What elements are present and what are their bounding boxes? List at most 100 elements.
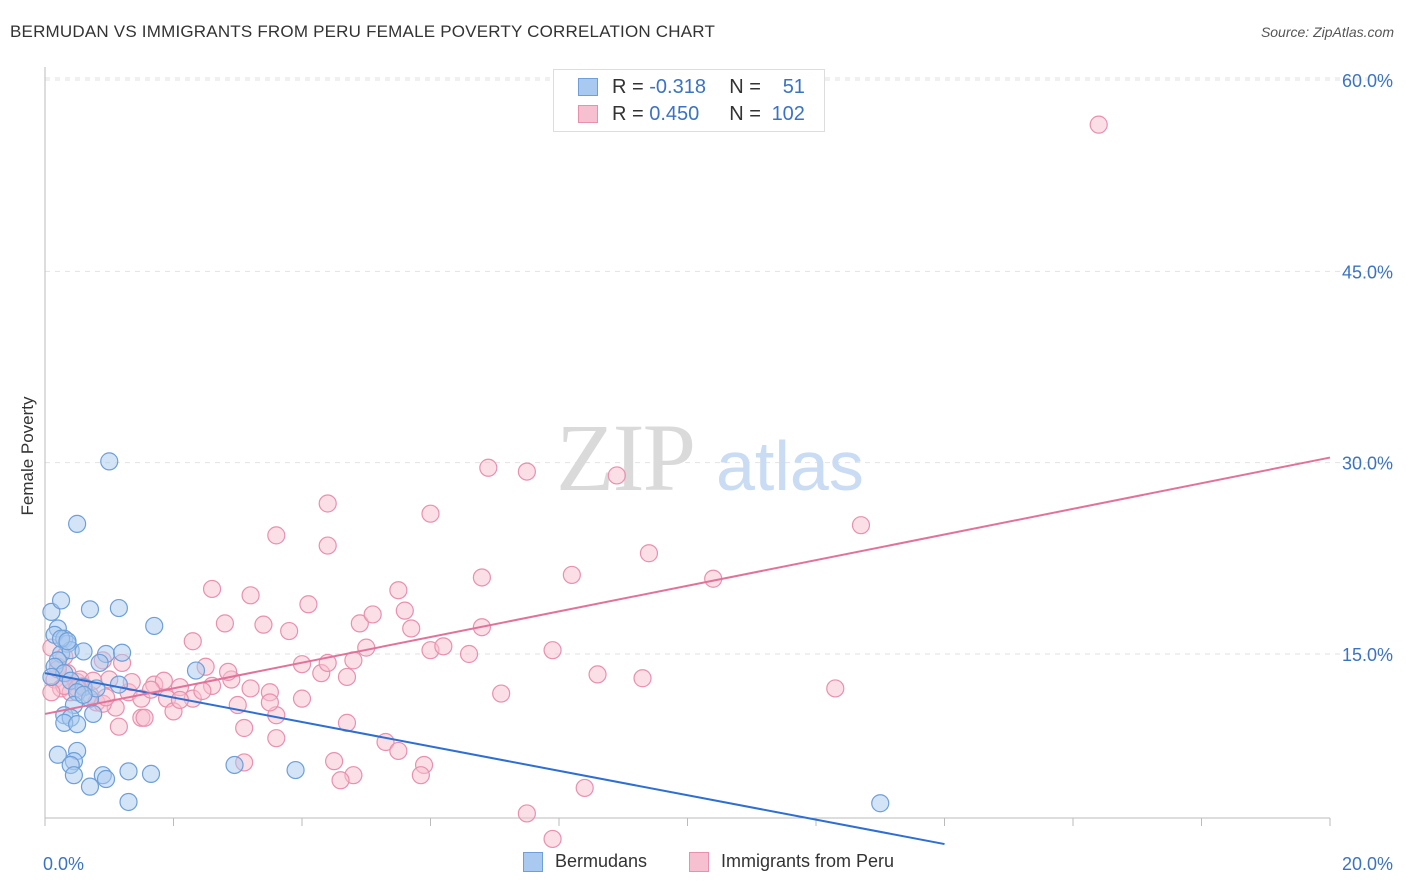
- bermudans-point: [42, 667, 61, 687]
- peru-point: [267, 526, 286, 545]
- series-name-peru: Immigrants from Peru: [721, 851, 895, 871]
- legend-r-value: -0.318: [649, 75, 706, 98]
- peru-point: [472, 568, 491, 587]
- legend-swatch-blue: [578, 78, 598, 96]
- peru-point: [331, 771, 350, 790]
- series-swatch-pink: [689, 851, 709, 872]
- legend-n-label: N =: [729, 102, 761, 125]
- peru-point: [357, 638, 376, 657]
- peru-point: [575, 778, 594, 798]
- bermudans-point: [74, 685, 93, 704]
- watermark-zip: ZIP: [556, 404, 694, 511]
- peru-point: [318, 536, 337, 555]
- bermudans-point: [225, 755, 244, 775]
- trend-lines: [44, 456, 1331, 846]
- peru-point: [42, 683, 61, 702]
- bermudans-point: [96, 769, 116, 789]
- bermudans-point: [80, 600, 100, 619]
- series-legend: Bermudans Immigrants from Peru: [0, 851, 1406, 877]
- bermudans-point: [84, 704, 103, 724]
- peru-point: [562, 565, 581, 585]
- bermudans-point: [286, 760, 305, 780]
- peru-point: [639, 544, 659, 563]
- series-legend-bermudans[interactable]: Bermudans: [523, 851, 647, 872]
- bermudans-point: [80, 777, 100, 796]
- bermudans-point: [74, 642, 93, 661]
- peru-point: [193, 681, 212, 701]
- peru-point: [389, 581, 408, 600]
- bermudans-point: [64, 766, 84, 785]
- tick-labels: 15.0% 30.0% 45.0% 60.0% 0.0% 20.0%: [43, 71, 1393, 874]
- legend-row-bermudans: R = -0.318 N = 51: [578, 75, 805, 99]
- bermudans-point: [68, 514, 87, 533]
- bermudans-point: [112, 643, 132, 662]
- peru-point: [141, 680, 161, 699]
- bermudans-point: [51, 591, 71, 610]
- legend-r-label: R =: [612, 75, 644, 98]
- peru-point: [517, 804, 536, 823]
- bermudans-point: [145, 616, 164, 636]
- peru-point: [241, 679, 260, 698]
- peru-point: [325, 752, 344, 771]
- bermudans-point: [100, 452, 119, 471]
- chart-source: Source: ZipAtlas.com: [1260, 24, 1394, 40]
- peru-point: [254, 615, 273, 634]
- bermudans-point: [58, 632, 77, 651]
- peru-point: [135, 708, 154, 727]
- peru-point: [826, 679, 845, 698]
- peru-point: [280, 621, 299, 641]
- series-bermudans-points: [42, 452, 890, 813]
- bermudans-point: [109, 598, 128, 618]
- peru-point: [363, 605, 382, 624]
- peru-point: [459, 644, 479, 664]
- chart-title: BERMUDAN VS IMMIGRANTS FROM PERU FEMALE …: [10, 22, 716, 41]
- peru-point: [411, 766, 430, 785]
- peru-point: [183, 632, 202, 651]
- y-tick-label: 45.0%: [1342, 262, 1393, 282]
- peru-point: [215, 614, 234, 633]
- bermudans-point: [68, 715, 87, 734]
- trend-line-peru: [44, 456, 1331, 715]
- legend-row-peru: R = 0.450 N = 102: [578, 102, 805, 126]
- peru-point: [389, 741, 408, 761]
- peru-point: [479, 458, 498, 477]
- peru-point: [350, 614, 369, 633]
- peru-point: [421, 504, 440, 523]
- bermudans-point: [90, 653, 109, 673]
- series-legend-peru[interactable]: Immigrants from Peru: [689, 851, 894, 872]
- bermudans-point: [119, 762, 138, 781]
- legend-r-label: R =: [612, 102, 644, 125]
- watermark: ZIP atlas: [556, 404, 864, 511]
- peru-point: [434, 637, 453, 656]
- peru-point: [633, 669, 652, 688]
- peru-point: [235, 718, 254, 738]
- bermudans-point: [119, 792, 138, 812]
- peru-point: [1089, 115, 1108, 134]
- legend-n-value: 51: [782, 75, 805, 98]
- peru-point: [543, 829, 562, 849]
- bermudans-point: [871, 794, 890, 813]
- legend-n-label: N =: [729, 75, 761, 98]
- peru-point: [851, 516, 871, 535]
- y-tick-label: 15.0%: [1342, 645, 1393, 665]
- x-tick-label: 20.0%: [1342, 854, 1393, 874]
- peru-point: [292, 689, 312, 708]
- trend-line-bermudans: [44, 672, 945, 846]
- legend-swatch-pink: [578, 105, 598, 123]
- y-tick-label: 30.0%: [1342, 454, 1393, 474]
- y-tick-label: 60.0%: [1342, 71, 1393, 91]
- peru-point: [517, 462, 536, 481]
- peru-point: [607, 466, 626, 485]
- peru-point: [260, 693, 279, 712]
- peru-point: [337, 667, 357, 687]
- series-swatch-blue: [523, 851, 543, 872]
- bermudans-point: [109, 675, 128, 694]
- y-axis-label: Female Poverty: [18, 396, 37, 516]
- peru-point: [318, 494, 337, 513]
- peru-point: [395, 601, 414, 620]
- legend-r-value: 0.450: [649, 102, 700, 125]
- series-name-bermudans: Bermudans: [555, 851, 648, 871]
- peru-point: [202, 579, 222, 599]
- peru-point: [109, 717, 128, 736]
